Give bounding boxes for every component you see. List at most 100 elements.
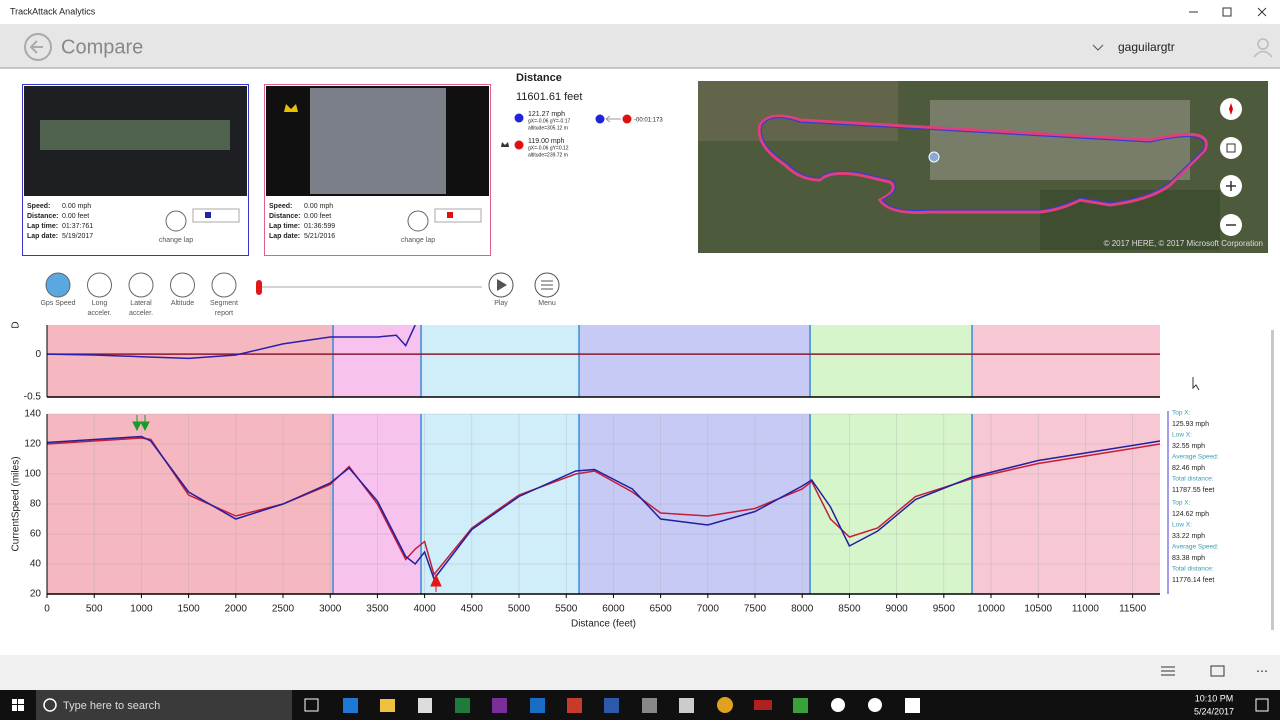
start-button[interactable] xyxy=(12,699,24,711)
stat-label: Total distance: xyxy=(1172,566,1214,573)
lap-field-value: 5/21/2016 xyxy=(304,233,335,240)
y-tick-label: -0.5 xyxy=(24,392,42,403)
notification-icon[interactable] xyxy=(1255,698,1269,712)
back-button[interactable] xyxy=(24,33,52,61)
header xyxy=(0,24,1280,68)
lap-color-box xyxy=(192,208,240,223)
lap-color-swatch xyxy=(447,212,453,218)
stat-value: 82.46 mph xyxy=(1172,465,1205,472)
window-controls[interactable] xyxy=(1189,7,1267,17)
x-tick-label: 11000 xyxy=(1072,604,1100,615)
more-icon[interactable]: ⋯ xyxy=(1256,664,1268,678)
slider-thumb[interactable] xyxy=(256,280,262,295)
video-scene xyxy=(310,88,446,194)
lap-dot xyxy=(514,113,524,123)
zoom-icons xyxy=(1226,181,1236,226)
charts: 0 -0.5 D 0 500 1000 1500 2000 2500 3000 3500 4000 45… xyxy=(11,321,1160,630)
back-arrow xyxy=(29,40,43,54)
x-tick-label: 3500 xyxy=(366,604,389,615)
x-tick-label: 1000 xyxy=(130,604,153,615)
app-bar xyxy=(0,655,1280,690)
lap-field-label: Speed: xyxy=(27,203,50,210)
scrollbar[interactable] xyxy=(1271,330,1274,630)
y-tick-label: 80 xyxy=(30,499,42,510)
change-lap-button[interactable] xyxy=(165,210,187,232)
stat-value: 83.38 mph xyxy=(1172,555,1205,562)
lap-field-label: Lap time: xyxy=(27,223,58,230)
segment-band xyxy=(47,325,334,397)
x-tick-label: 4500 xyxy=(461,604,484,615)
y-tick-label: 100 xyxy=(24,469,41,480)
lap-field-value: 0.00 mph xyxy=(304,203,333,210)
stat-value: 11776.14 feet xyxy=(1172,577,1214,584)
crown-icon xyxy=(284,104,298,112)
change-lap-button[interactable] xyxy=(407,210,429,232)
row-g: gX=-0.06 gY=0.12 xyxy=(528,145,569,151)
toolbar: Gps Speed Long acceler. Lateral acceler. Alti… xyxy=(40,272,238,317)
layers-icon xyxy=(1226,143,1236,153)
stat-value: 11787.55 feet xyxy=(1172,487,1214,494)
tool-button[interactable] xyxy=(170,272,195,298)
lap-dot xyxy=(514,140,524,150)
compass xyxy=(1229,103,1233,115)
user-dropdown[interactable] xyxy=(1092,44,1104,51)
menu-icon xyxy=(541,280,553,290)
avatar[interactable] xyxy=(1257,38,1269,50)
row-speed: 119.00 mph xyxy=(528,138,565,145)
tool-label: report xyxy=(215,310,233,317)
lap-field-value: 01:36:599 xyxy=(304,223,335,230)
x-tick-label: 5500 xyxy=(555,604,578,615)
stats: Top X: 125.93 mph Low X: 32.55 mph Average S… xyxy=(1172,410,1219,584)
clock-date[interactable]: 5/24/2017 xyxy=(1194,706,1234,716)
y-tick-label: 20 xyxy=(30,589,42,600)
change-lap-label: change lap xyxy=(401,237,435,244)
map-area xyxy=(698,81,898,141)
tool-button[interactable] xyxy=(45,272,71,298)
series-line xyxy=(47,325,416,360)
user-name[interactable]: gaguilargtr xyxy=(1118,40,1175,54)
view-icon[interactable] xyxy=(1210,665,1225,677)
lap-color-box xyxy=(434,208,482,223)
x-tick-label: 2500 xyxy=(272,604,295,615)
x-tick-label: 2000 xyxy=(225,604,248,615)
segment-band xyxy=(333,325,422,397)
stat-value: 33.22 mph xyxy=(1172,533,1205,540)
tool-button[interactable] xyxy=(128,272,154,298)
clock-time[interactable]: 10:10 PM xyxy=(1195,693,1234,703)
delta-time: -00:01:173 xyxy=(634,118,663,124)
lap-field-label: Lap date: xyxy=(27,233,58,240)
segment-band xyxy=(972,325,1160,397)
tool-label: Altitude xyxy=(171,300,194,307)
row-altitude: altitude=305.12 m xyxy=(528,125,568,131)
delta-dot xyxy=(595,114,605,124)
search-box[interactable] xyxy=(36,690,292,720)
x-tick-label: 6500 xyxy=(649,604,672,615)
taskbar-apps[interactable] xyxy=(304,697,920,713)
row-altitude: altitude=239.72 m xyxy=(528,152,568,158)
lap-field-value: 0.00 feet xyxy=(304,213,331,220)
tool-button[interactable] xyxy=(87,272,112,298)
tool-label: Lateral xyxy=(130,300,152,307)
search-placeholder[interactable]: Type here to search xyxy=(63,700,160,712)
delta-dot xyxy=(622,114,632,124)
list-icon[interactable] xyxy=(1161,666,1175,676)
stat-value: 124.62 mph xyxy=(1172,511,1209,518)
x-tick-label: 7000 xyxy=(697,604,720,615)
lap-field-label: Lap time: xyxy=(269,223,300,230)
cortana-icon xyxy=(43,698,57,712)
row-speed: 121.27 mph xyxy=(528,111,565,118)
x-tick-label: 1500 xyxy=(177,604,200,615)
play-label: Play xyxy=(494,300,508,307)
x-axis-label: Distance (feet) xyxy=(571,619,636,630)
x-tick-label: 3000 xyxy=(319,604,342,615)
tool-label: Segment xyxy=(210,300,238,307)
lap-field-value: 0.00 feet xyxy=(62,213,89,220)
y-tick-label: 140 xyxy=(24,409,41,420)
stat-label: Average Speed: xyxy=(1172,544,1219,551)
play-icon xyxy=(497,279,507,291)
stat-label: Low X: xyxy=(1172,432,1192,439)
stat-label: Total distance: xyxy=(1172,476,1214,483)
tool-button[interactable] xyxy=(211,272,237,298)
